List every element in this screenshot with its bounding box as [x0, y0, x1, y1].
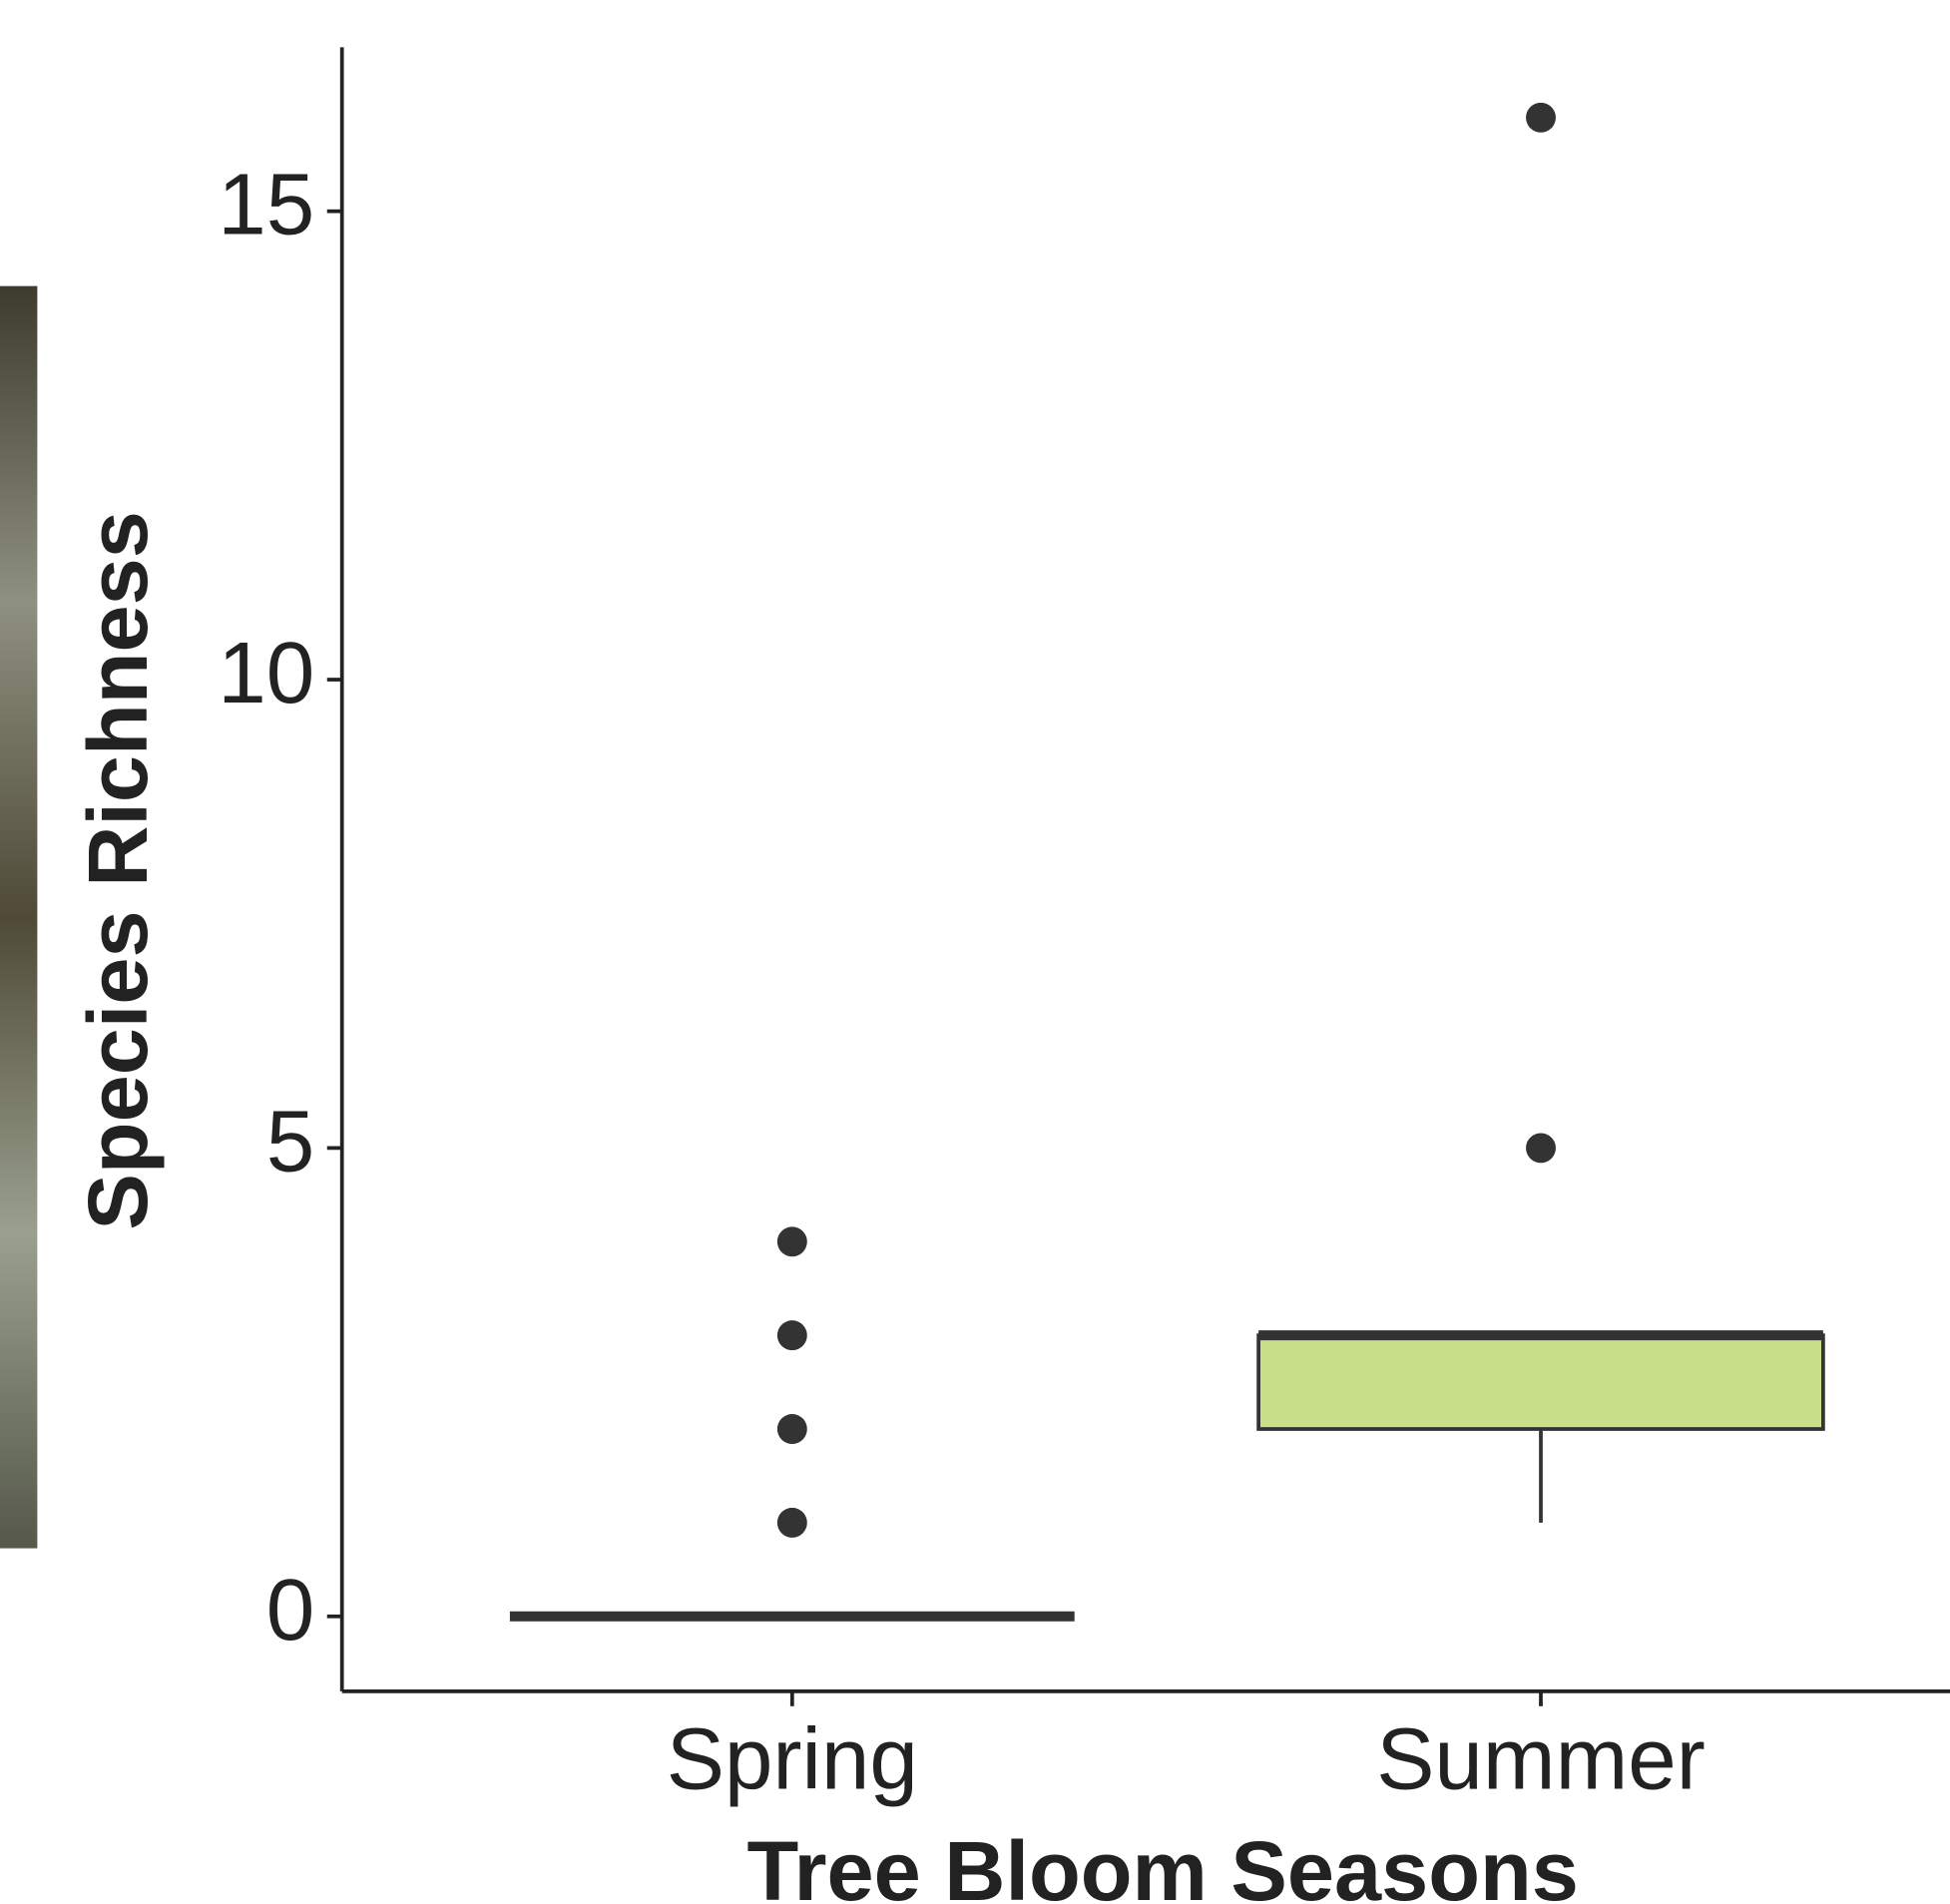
outlier [776, 1507, 807, 1538]
y-tick-label: 0 [266, 1562, 315, 1659]
outlier [776, 1414, 807, 1444]
outlier [1526, 102, 1556, 133]
box [1256, 1333, 1825, 1431]
y-axis-title: Species Richness [70, 511, 165, 1229]
y-tick-label: 10 [218, 625, 314, 721]
x-tick-label: Summer [1376, 1711, 1706, 1808]
y-tick-label: 5 [266, 1093, 315, 1190]
x-tick-label: Spring [667, 1711, 918, 1808]
outlier [1526, 1133, 1556, 1164]
outlier [776, 1226, 807, 1257]
photo-strip [0, 285, 38, 1549]
y-tick-label: 15 [218, 157, 314, 253]
outlier [776, 1320, 807, 1351]
x-axis-title: Tree Bloom Seasons [746, 1823, 1578, 1904]
